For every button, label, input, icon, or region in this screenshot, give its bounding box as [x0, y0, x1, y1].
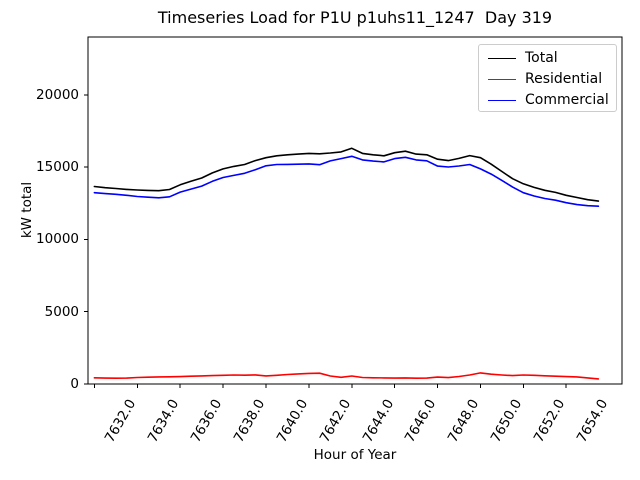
legend-entry-commercial: Commercial — [479, 90, 616, 111]
y-tick-label: 15000 — [36, 159, 79, 176]
commercial-line-swatch — [488, 100, 516, 101]
y-tick-label: 5000 — [44, 303, 79, 320]
chart-title: Timeseries Load for P1U p1uhs11_1247 Day… — [157, 8, 553, 27]
y-axis-label: kW total — [19, 181, 35, 239]
legend-entry-residential: Residential — [479, 69, 616, 90]
y-tick-label: 0 — [70, 376, 79, 392]
x-axis-label: Hour of Year — [313, 447, 397, 463]
legend-label-total: Total — [525, 50, 558, 66]
series-line-residential — [93, 372, 600, 380]
legend: Total Residential Commercial — [478, 44, 617, 112]
y-tick-label: 20000 — [36, 86, 79, 103]
total-line-swatch — [488, 58, 516, 59]
legend-entry-total: Total — [479, 48, 616, 69]
y-tick-label: 10000 — [36, 231, 79, 248]
series-line-commercial — [93, 155, 600, 207]
axes-spines — [87, 36, 623, 385]
legend-label-commercial: Commercial — [525, 92, 609, 108]
legend-label-residential: Residential — [525, 71, 603, 87]
series-line-total — [93, 147, 600, 202]
residential-line-swatch — [488, 79, 516, 80]
